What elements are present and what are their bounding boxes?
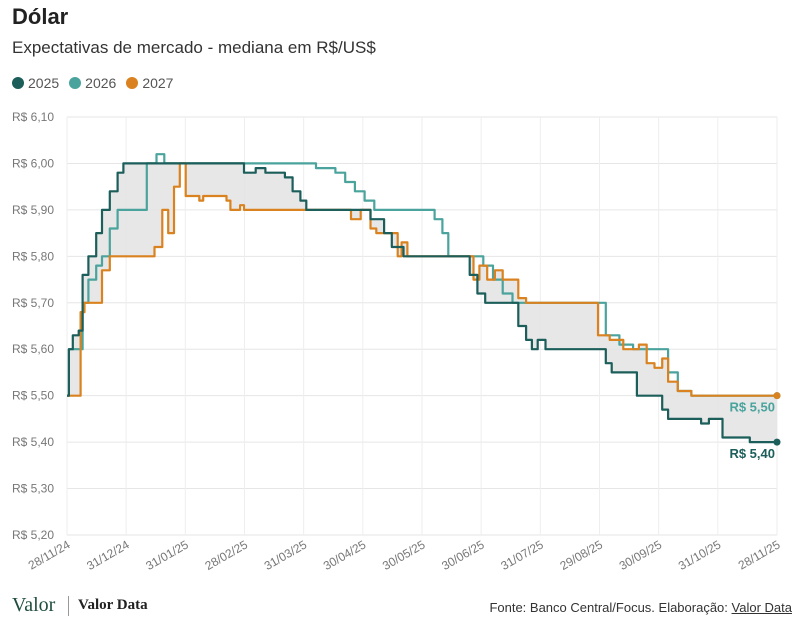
x-tick-label: 28/11/24: [26, 537, 73, 572]
end-point-2025: [773, 438, 781, 446]
legend-swatch-2026: [69, 77, 82, 89]
source-note: Fonte: Banco Central/Focus. Elaboração: …: [489, 600, 792, 615]
line-chart: R$ 6,10 R$ 6,00 R$ 5,90 R$ 5,80 R$ 5,70 R$ 5,…: [12, 110, 783, 573]
y-tick-label: R$ 5,60: [12, 342, 54, 356]
legend-swatch-2027: [126, 77, 139, 89]
y-tick-label: R$ 5,90: [12, 203, 54, 217]
legend: 2025 2026 2027: [12, 75, 173, 91]
end-point-2027: [773, 392, 781, 400]
end-label-2026: R$ 5,50: [729, 400, 775, 415]
source-text: Fonte: Banco Central/Focus. Elaboração:: [489, 600, 728, 615]
y-tick-label: R$ 5,20: [12, 528, 54, 542]
x-tick-label: 28/11/25: [736, 537, 783, 572]
x-tick-label: 31/03/25: [262, 537, 310, 573]
x-tick-label: 30/09/25: [617, 537, 665, 573]
x-tick-label: 31/01/25: [143, 537, 191, 573]
x-tick-label: 31/12/24: [84, 537, 132, 573]
series-line-2026: [67, 153, 777, 397]
x-tick-label: 30/06/25: [439, 537, 487, 573]
legend-label-2026: 2026: [85, 75, 117, 91]
legend-item-2027[interactable]: 2027: [126, 75, 173, 91]
valor-data-logo: Valor Data: [78, 597, 148, 613]
y-tick-label: R$ 5,50: [12, 389, 54, 403]
source-link[interactable]: Valor Data: [731, 600, 792, 615]
y-tick-label: R$ 5,80: [12, 249, 54, 263]
shaded-band: [67, 163, 777, 443]
legend-item-2025[interactable]: 2025: [12, 75, 59, 91]
end-label-2025: R$ 5,40: [729, 446, 775, 461]
legend-label-2025: 2025: [28, 75, 60, 91]
y-tick-label: R$ 5,40: [12, 435, 54, 449]
legend-label-2027: 2027: [142, 75, 174, 91]
footer-divider: [68, 596, 69, 616]
y-tick-label: R$ 6,00: [12, 156, 54, 170]
x-tick-label: 31/10/25: [676, 537, 724, 573]
x-tick-label: 30/05/25: [380, 537, 428, 573]
valor-logo: Valor: [12, 594, 56, 616]
series-line-2025: [67, 162, 777, 444]
legend-item-2026[interactable]: 2026: [69, 75, 116, 91]
y-tick-label: R$ 5,30: [12, 482, 54, 496]
series-line-2027: [67, 162, 777, 397]
x-tick-label: 30/04/25: [321, 537, 369, 573]
chart-subtitle: Expectativas de mercado - mediana em R$/…: [12, 38, 376, 57]
footer: Valor Valor Data Fonte: Banco Central/Fo…: [0, 592, 808, 625]
y-tick-label: R$ 6,10: [12, 110, 54, 124]
y-tick-label: R$ 5,70: [12, 296, 54, 310]
x-tick-label: 29/08/25: [558, 537, 606, 573]
x-tick-label: 28/02/25: [203, 537, 251, 573]
chart-title: Dólar: [12, 4, 69, 29]
legend-swatch-2025: [12, 77, 24, 89]
x-tick-label: 31/07/25: [498, 537, 546, 573]
